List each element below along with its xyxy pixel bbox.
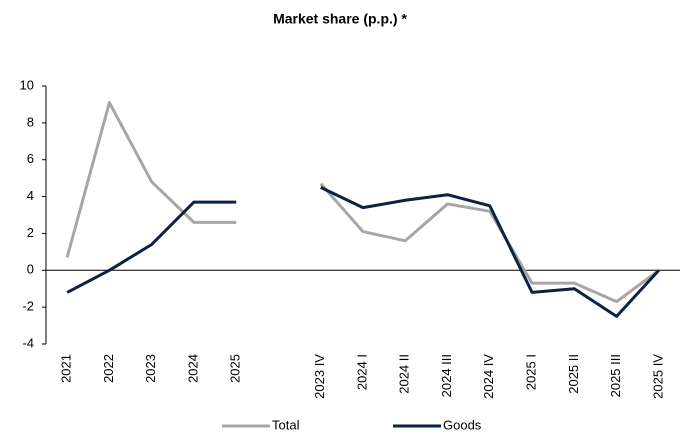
y-tick-label: -2 <box>22 299 34 314</box>
x-tick-label: 2025 IV <box>650 354 665 399</box>
legend-label: Goods <box>443 417 482 432</box>
y-tick-label: 6 <box>27 151 34 166</box>
y-tick-label: 2 <box>27 225 34 240</box>
y-tick-label: 8 <box>27 114 34 129</box>
x-tick-label: 2024 <box>185 354 200 383</box>
x-tick-label: 2022 <box>101 354 116 383</box>
x-tick-label: 2024 III <box>439 354 454 397</box>
chart-title: Market share (p.p.) * <box>273 11 407 27</box>
x-tick-label: 2024 II <box>397 354 412 394</box>
legend-label: Total <box>272 417 300 432</box>
x-tick-label: 2024 I <box>354 354 369 390</box>
x-tick-label: 2025 I <box>524 354 539 390</box>
x-tick-label: 2025 III <box>608 354 623 397</box>
y-tick-label: 0 <box>27 262 34 277</box>
line <box>65 101 660 304</box>
x-tick-label: 2023 <box>143 354 158 383</box>
x-tick-label: 2025 II <box>566 354 581 394</box>
y-tick-label: -4 <box>22 335 34 350</box>
x-tick-label: 2024 IV <box>481 354 496 399</box>
line <box>66 186 660 318</box>
x-tick-label: 2021 <box>59 354 74 383</box>
y-tick-label: 10 <box>20 77 34 92</box>
y-tick-label: 4 <box>27 188 34 203</box>
x-tick-label: 2025 <box>228 354 243 383</box>
x-tick-label: 2023 IV <box>312 354 327 399</box>
